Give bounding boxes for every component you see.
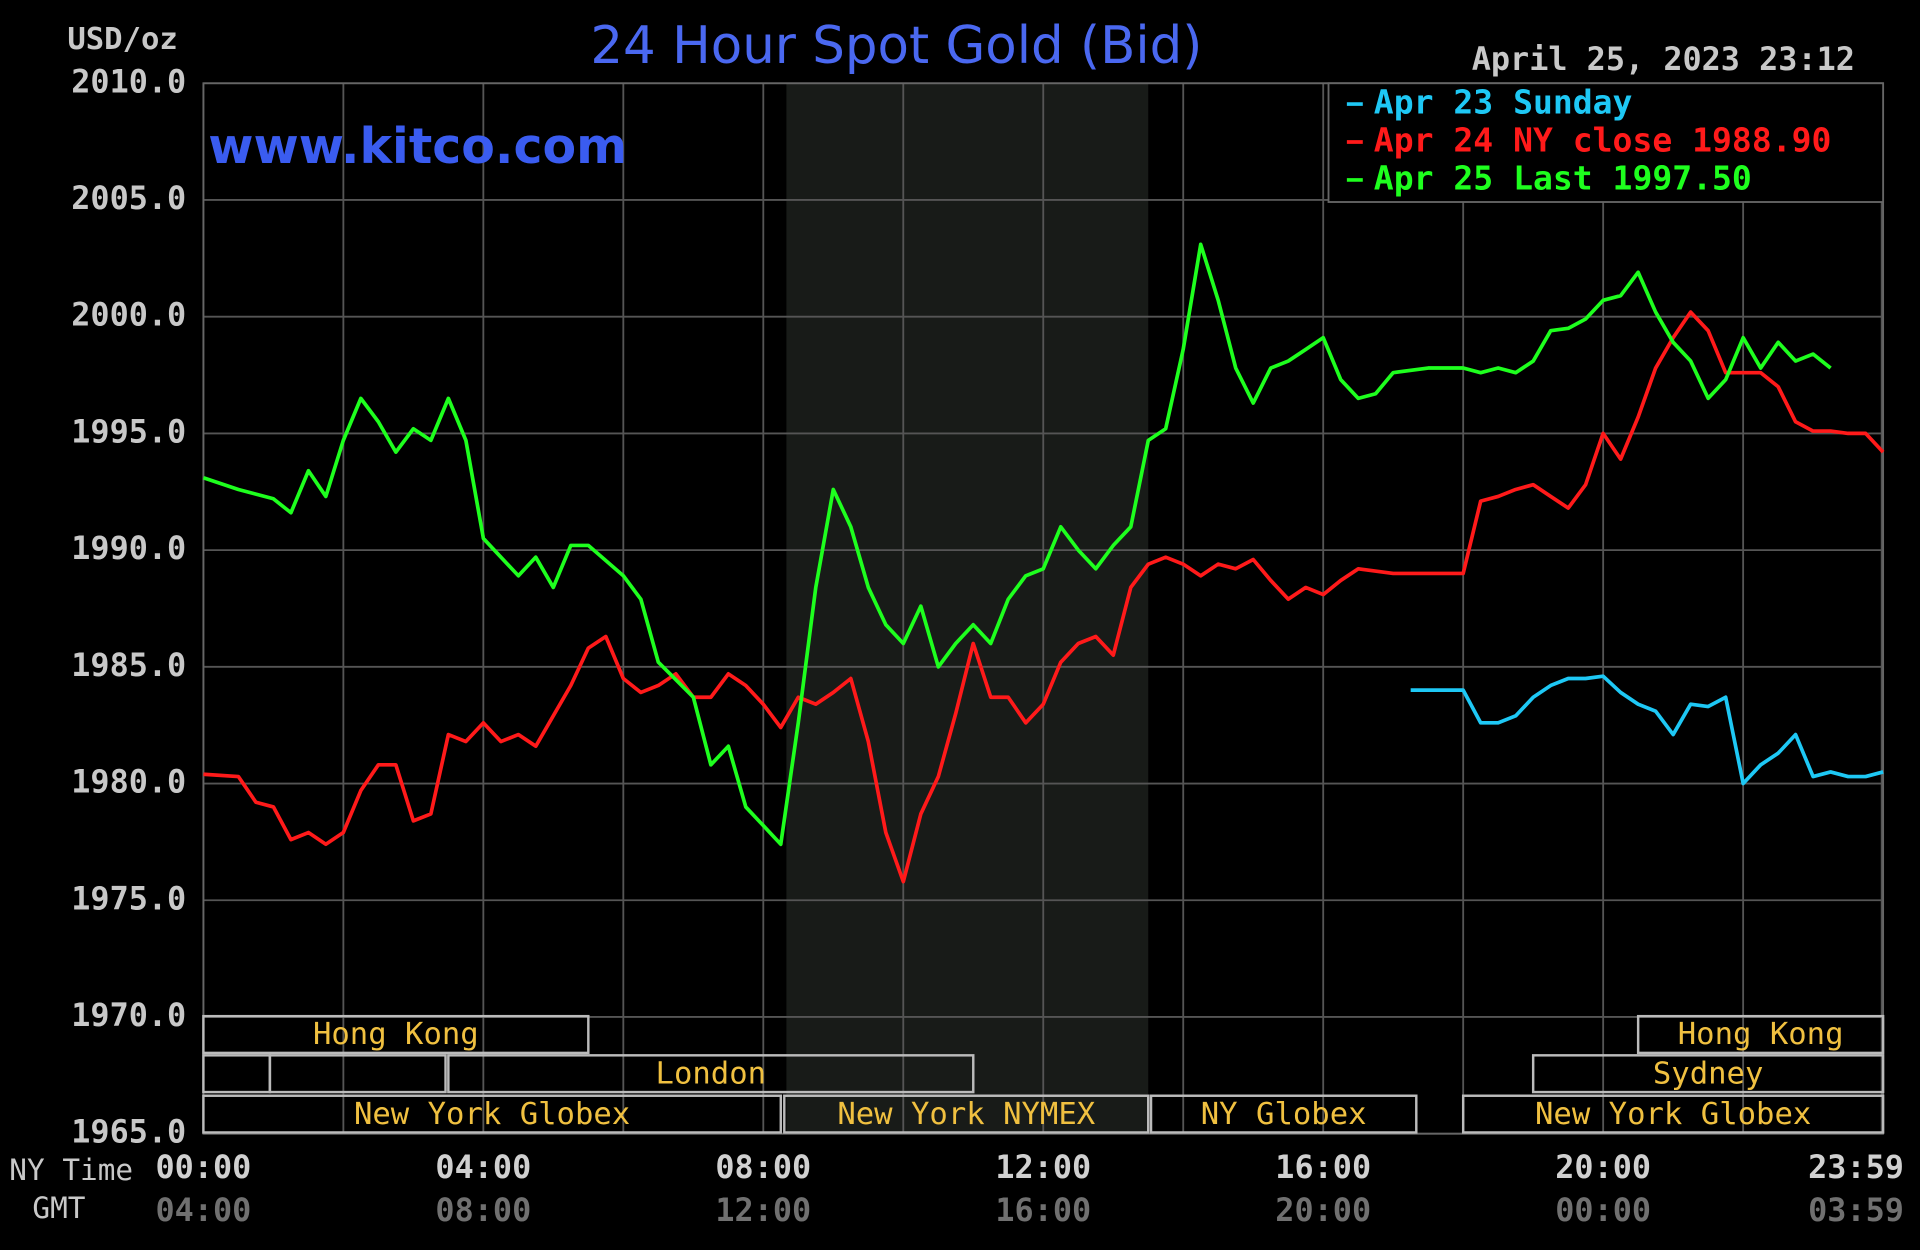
session-label: Hong Kong bbox=[313, 1017, 479, 1052]
x-axis-label: NY Time bbox=[9, 1153, 133, 1187]
session-box bbox=[783, 1094, 1150, 1134]
x-tick-label: 23:59 bbox=[1808, 1148, 1904, 1186]
legend-box bbox=[1327, 82, 1885, 203]
x2-tick-label: 00:00 bbox=[1555, 1191, 1651, 1229]
plot-area bbox=[202, 82, 1885, 1135]
y-tick-label: 1995.0 bbox=[71, 412, 186, 450]
session-box bbox=[1636, 1014, 1885, 1055]
plot-border bbox=[202, 82, 1885, 1135]
session-box bbox=[447, 1054, 975, 1094]
session-label: NY Globex bbox=[1201, 1097, 1367, 1132]
y-tick-label: 1985.0 bbox=[71, 646, 186, 684]
x-tick-label: 20:00 bbox=[1555, 1148, 1651, 1186]
legend-label: Apr 25 Last 1997.50 bbox=[1374, 158, 1752, 197]
session-label: New York Globex bbox=[1535, 1097, 1811, 1132]
series-line bbox=[202, 242, 1832, 847]
x2-tick-label: 16:00 bbox=[995, 1191, 1091, 1229]
x2-tick-label: 20:00 bbox=[1275, 1191, 1371, 1229]
x2-tick-label: 08:00 bbox=[435, 1191, 531, 1229]
session-label: New York NYMEX bbox=[837, 1097, 1095, 1132]
session-label: New York Globex bbox=[354, 1097, 630, 1132]
timestamp: April 25, 2023 23:12 bbox=[1472, 40, 1855, 78]
legend-label: Apr 23 Sunday bbox=[1374, 83, 1633, 122]
x2-tick-label: 12:00 bbox=[715, 1191, 811, 1229]
session-label: London bbox=[656, 1056, 767, 1091]
legend-label: Apr 24 NY close 1988.90 bbox=[1374, 121, 1832, 160]
x-tick-label: 08:00 bbox=[715, 1148, 811, 1186]
series-line bbox=[1410, 674, 1884, 786]
session-label: Hong Kong bbox=[1678, 1017, 1844, 1052]
session-box bbox=[202, 1014, 590, 1055]
y-tick-label: 2000.0 bbox=[71, 296, 186, 334]
shaded-span bbox=[786, 83, 1149, 1134]
x2-tick-label: 04:00 bbox=[155, 1191, 251, 1229]
chart-title: 24 Hour Spot Gold (Bid) bbox=[590, 16, 1202, 76]
x-tick-label: 12:00 bbox=[995, 1148, 1091, 1186]
y-tick-label: 1980.0 bbox=[71, 763, 186, 801]
y-axis-label: USD/oz bbox=[67, 22, 178, 57]
y-tick-label: 2005.0 bbox=[71, 179, 186, 217]
y-tick-label: 1970.0 bbox=[71, 996, 186, 1034]
session-box bbox=[1149, 1094, 1418, 1134]
series-line bbox=[203, 310, 1885, 884]
y-tick-label: 2010.0 bbox=[71, 62, 186, 100]
x2-axis-label: GMT bbox=[32, 1191, 85, 1225]
session-box bbox=[202, 1094, 783, 1134]
y-tick-label: 1990.0 bbox=[71, 529, 186, 567]
watermark: www.kitco.com bbox=[208, 118, 627, 175]
x-tick-label: 00:00 bbox=[155, 1148, 251, 1186]
session-label: Sydney bbox=[1653, 1056, 1764, 1091]
x2-tick-label: 03:59 bbox=[1808, 1191, 1904, 1229]
y-tick-label: 1975.0 bbox=[71, 879, 186, 917]
session-box bbox=[1531, 1054, 1885, 1094]
x-tick-label: 04:00 bbox=[435, 1148, 531, 1186]
session-box bbox=[268, 1054, 447, 1094]
y-tick-label: 1965.0 bbox=[71, 1113, 186, 1151]
session-box bbox=[1461, 1094, 1885, 1134]
x-tick-label: 16:00 bbox=[1275, 1148, 1371, 1186]
